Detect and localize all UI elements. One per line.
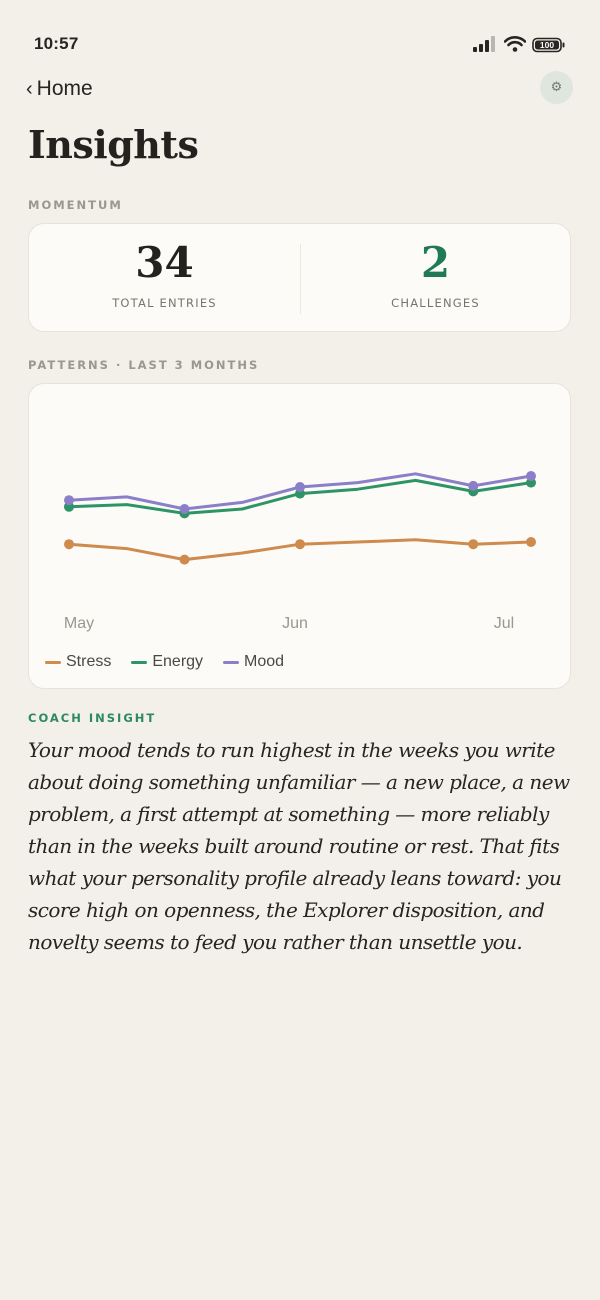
- total-entries-value: 34: [135, 238, 194, 287]
- chevron-left-icon: ‹: [26, 78, 33, 100]
- data-point-mood: [295, 482, 305, 492]
- data-point-mood: [468, 480, 479, 491]
- back-button[interactable]: ‹ Home: [26, 74, 93, 104]
- stat-divider: [300, 244, 301, 314]
- status-bar: 10:57 100: [0, 0, 600, 88]
- total-entries-stat: 34 TOTAL ENTRIES: [29, 224, 300, 333]
- page-title: Insights: [28, 122, 199, 167]
- legend-item-mood: Mood: [223, 653, 284, 671]
- patterns-chart-card: May Jun Jul Stress Energy Mood: [28, 383, 571, 689]
- data-point-stress: [64, 539, 74, 550]
- legend-label: Energy: [152, 653, 204, 670]
- challenges-value: 2: [420, 238, 451, 287]
- momentum-section-label: MOMENTUM: [28, 198, 123, 212]
- legend-swatch: [131, 660, 148, 664]
- legend-label: Mood: [244, 653, 285, 670]
- legend-swatch: [223, 660, 240, 664]
- legend-label: Stress: [66, 653, 112, 670]
- x-tick-label: May: [64, 615, 94, 632]
- data-point-mood: [526, 471, 536, 481]
- patterns-line-chart: May Jun Jul: [64, 471, 536, 632]
- legend-item-energy: Energy: [131, 653, 203, 671]
- wifi-icon: [504, 36, 526, 52]
- data-point-stress: [526, 537, 536, 547]
- challenges-stat: 2 CHALLENGES: [300, 224, 571, 333]
- data-point-mood: [64, 495, 74, 506]
- data-point-stress: [468, 539, 479, 550]
- signal-icon: [473, 36, 495, 52]
- legend-swatch: [45, 660, 61, 664]
- chart-legend: Stress Energy Mood: [45, 652, 304, 672]
- x-tick-label: Jun: [282, 615, 308, 632]
- series-stress: [64, 537, 536, 565]
- momentum-card: 34 TOTAL ENTRIES 2 CHALLENGES: [28, 223, 571, 332]
- series-mood: [64, 471, 536, 514]
- battery-level: 100: [540, 40, 554, 50]
- battery-icon: 100: [532, 37, 565, 53]
- patterns-section-label: PATTERNS · LAST 3 MONTHS: [28, 358, 260, 372]
- x-tick-label: Jul: [494, 615, 514, 632]
- challenges-label: CHALLENGES: [391, 296, 480, 310]
- data-point-stress: [179, 554, 190, 565]
- legend-item-stress: Stress: [45, 653, 111, 671]
- data-point-mood: [179, 504, 190, 514]
- status-time: 10:57: [34, 34, 79, 53]
- data-point-stress: [295, 539, 305, 550]
- total-entries-label: TOTAL ENTRIES: [112, 296, 217, 310]
- status-icons: 100: [472, 36, 572, 54]
- back-button-label: Home: [36, 77, 93, 100]
- gear-icon: ⚙: [550, 80, 563, 95]
- settings-button[interactable]: ⚙: [540, 71, 573, 104]
- coach-insight-text: Your mood tends to run highest in the we…: [28, 738, 570, 954]
- coach-insight-label: COACH INSIGHT: [28, 711, 157, 725]
